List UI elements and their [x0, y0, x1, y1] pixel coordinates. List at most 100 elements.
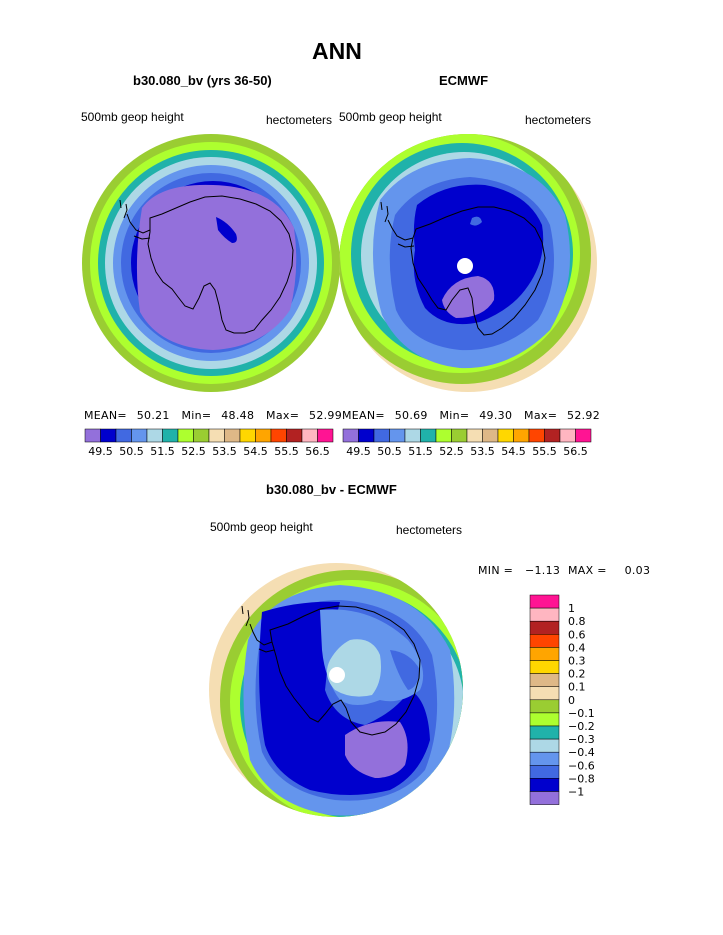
colorbar-label: −0.3 [568, 733, 595, 746]
mean-label: MEAN= [342, 409, 385, 422]
pole-mask [457, 258, 473, 274]
colorbar-swatch [544, 428, 561, 443]
colorbar-swatch [497, 428, 514, 443]
colorbar-swatch [286, 428, 303, 443]
min-value: 48.48 [221, 409, 255, 422]
south-america-tip [380, 201, 389, 223]
mean-value: 50.69 [394, 409, 428, 422]
colorbar-label: 56.5 [305, 445, 330, 458]
panel1-variable-label: 500mb geop height [81, 110, 184, 124]
colorbar-ecmwf: 49.5 50.5 51.5 52.5 53.5 54.5 55.5 56.5 [342, 428, 592, 458]
min-label: Min= [181, 409, 212, 422]
colorbar-swatch [529, 725, 560, 740]
colorbar-swatch [529, 738, 560, 753]
panel2-subtitle: ECMWF [439, 73, 489, 88]
colorbar-swatch [208, 428, 225, 443]
colorbar-swatch [255, 428, 272, 443]
colorbar-label: 49.5 [88, 445, 113, 458]
colorbar-label: 52.5 [439, 445, 464, 458]
colorbar-label: 49.5 [346, 445, 371, 458]
colorbar-swatch [559, 428, 576, 443]
colorbar-label: 54.5 [243, 445, 268, 458]
peninsula [387, 219, 415, 248]
panel3-variable-label: 500mb geop height [210, 520, 313, 534]
colorbar-label: −1 [568, 786, 584, 799]
colorbar-swatch [513, 428, 530, 443]
max-value: 0.03 [624, 564, 651, 577]
band-min [136, 184, 297, 350]
antarctica-coastline [269, 605, 421, 736]
colorbar-swatch [358, 428, 375, 443]
colorbar-swatch [100, 428, 117, 443]
colorbar-swatch [529, 712, 560, 727]
colorbar-swatch [529, 620, 560, 635]
colorbar-swatch [115, 428, 132, 443]
colorbar-swatch [529, 778, 560, 792]
colorbar-label: 0.2 [568, 668, 586, 681]
colorbar-swatch [84, 428, 101, 443]
colorbar-label: −0.2 [568, 720, 595, 733]
colorbar-swatch [131, 428, 148, 443]
map-difference [209, 563, 463, 817]
panel1-units-label: hectometers [266, 113, 333, 127]
max-value: 52.92 [567, 409, 601, 422]
panel2-stats: MEAN= 50.69 Min= 49.30 Max= 52.92 [342, 409, 600, 422]
colorbar-swatch [529, 673, 560, 687]
colorbar-label: 54.5 [501, 445, 526, 458]
colorbar-label: 1 [568, 602, 575, 615]
colorbar-label: 0.6 [568, 628, 586, 641]
colorbar-swatch [575, 428, 592, 443]
peninsula [249, 623, 275, 653]
colorbar-label: −0.6 [568, 759, 595, 772]
colorbar-swatch [529, 791, 560, 805]
colorbar-swatch [404, 428, 421, 443]
colorbar-label: 55.5 [532, 445, 557, 458]
max-label: Max= [524, 409, 558, 422]
colorbar-label: 0 [568, 694, 575, 707]
colorbar-swatch [529, 594, 560, 609]
colorbar-difference: 10.80.60.40.30.20.10−0.1−0.2−0.3−0.4−0.6… [529, 594, 595, 805]
colorbar-label: 50.5 [377, 445, 402, 458]
colorbar-swatch [193, 428, 210, 443]
panel2-variable-label: 500mb geop height [339, 110, 442, 124]
peninsula [126, 213, 151, 240]
panel1-subtitle: b30.080_bv (yrs 36-50) [133, 73, 272, 88]
panel2-units-label: hectometers [525, 113, 592, 127]
max-label: Max= [266, 409, 300, 422]
colorbar-swatch [529, 699, 560, 714]
colorbar-swatch [373, 428, 390, 443]
colorbar-swatch [389, 428, 406, 443]
colorbar-swatch [420, 428, 437, 443]
page-title: ANN [312, 38, 362, 64]
colorbar-swatch [451, 428, 468, 443]
colorbar-label: 0.3 [568, 655, 586, 668]
colorbar-label: 0.8 [568, 615, 586, 628]
colorbar-label: 50.5 [119, 445, 144, 458]
panel3-stats: MIN = −1.13 MAX = 0.03 [478, 564, 650, 577]
colorbar-swatch [239, 428, 256, 443]
colorbar-label: 56.5 [563, 445, 588, 458]
max-label: MAX = [568, 564, 607, 577]
colorbar-label: 53.5 [470, 445, 495, 458]
min-label: MIN = [478, 564, 514, 577]
map-model [82, 134, 340, 392]
colorbar-swatch [270, 428, 287, 443]
colorbar-label: −0.8 [568, 772, 595, 785]
south-america-tip [241, 605, 250, 627]
panel3-units-label: hectometers [396, 523, 463, 537]
colorbar-label: 51.5 [150, 445, 175, 458]
colorbar-swatch [466, 428, 483, 443]
colorbar-label: 55.5 [274, 445, 299, 458]
colorbar-label: 52.5 [181, 445, 206, 458]
colorbar-swatch [529, 686, 560, 701]
colorbar-swatch [435, 428, 452, 443]
colorbar-swatch [162, 428, 179, 443]
mean-label: MEAN= [84, 409, 127, 422]
max-value: 52.99 [309, 409, 343, 422]
colorbar-swatch [342, 428, 359, 443]
colorbar-swatch [528, 428, 545, 443]
colorbar-swatch [529, 607, 560, 622]
colorbar-label: 0.1 [568, 681, 586, 694]
colorbar-swatch [224, 428, 241, 443]
